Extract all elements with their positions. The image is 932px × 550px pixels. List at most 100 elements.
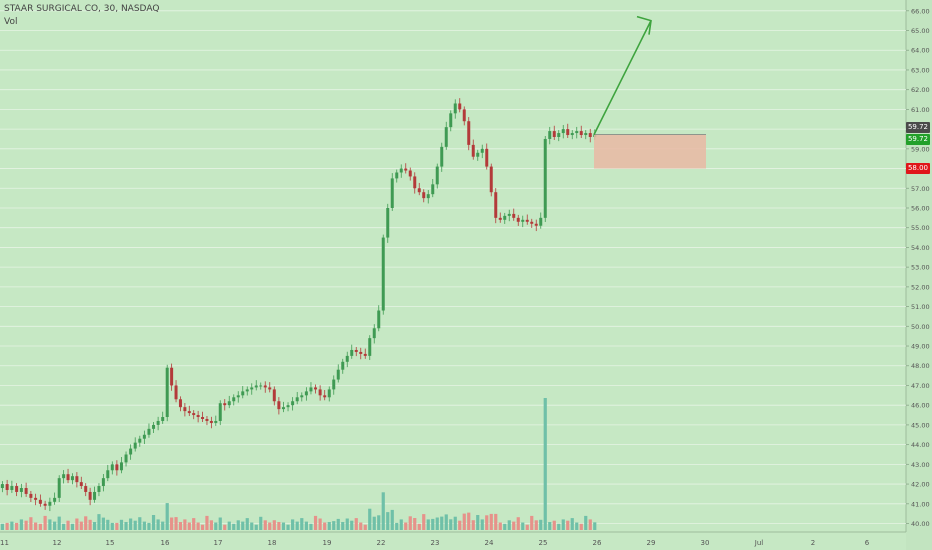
candle-body — [241, 391, 245, 396]
candle-body — [453, 103, 457, 114]
volume-bar — [521, 522, 525, 530]
volume-bar — [503, 523, 507, 530]
candle-body — [359, 351, 363, 354]
x-tick-label: 24 — [485, 539, 494, 547]
volume-bar — [129, 518, 133, 530]
risk-zone[interactable] — [594, 134, 706, 169]
candle-body — [363, 353, 367, 356]
candle-body — [462, 109, 466, 122]
volume-bar — [512, 521, 516, 530]
candle-body — [566, 129, 570, 136]
volume-bar — [254, 524, 258, 530]
volume-bar — [467, 512, 471, 530]
target-arrow-head — [636, 15, 652, 35]
volume-bar — [38, 523, 42, 530]
volume-bar — [178, 522, 183, 530]
candle-body — [417, 188, 421, 193]
y-tick-label: 63.00 — [911, 66, 930, 74]
x-tick-label: 29 — [647, 539, 656, 547]
volume-bar — [494, 513, 498, 530]
price-axis[interactable] — [906, 0, 932, 550]
candle-body — [512, 213, 516, 218]
candle-body — [336, 369, 340, 380]
candle-body — [53, 497, 57, 502]
candle-body — [272, 389, 276, 402]
x-tick-label: 6 — [865, 539, 870, 547]
volume-bar — [304, 521, 308, 530]
volume-bar — [192, 518, 196, 530]
candle-body — [498, 217, 502, 220]
candle-body — [386, 207, 390, 238]
volume-bar — [174, 517, 178, 530]
candle-body — [530, 221, 534, 224]
candle-body — [218, 403, 222, 421]
candle-body — [142, 434, 146, 439]
volume-bar — [97, 514, 101, 530]
volume-bar — [161, 521, 165, 530]
volume-bar — [368, 508, 372, 530]
candle-body — [129, 448, 133, 455]
volume-bar — [245, 518, 249, 530]
x-tick-label: 17 — [214, 539, 223, 547]
candle-body — [413, 176, 417, 189]
candle-body — [152, 424, 156, 429]
volume-bar — [449, 519, 453, 530]
target-arrow[interactable] — [593, 20, 652, 135]
volume-bar — [485, 515, 489, 530]
y-tick-label: 52.00 — [911, 283, 930, 291]
volume-bar — [200, 524, 205, 530]
candle-body — [79, 482, 83, 487]
candle-body — [557, 133, 561, 137]
candle-body — [449, 113, 453, 128]
candle-body — [106, 470, 110, 479]
x-tick-label: Jul — [754, 539, 764, 547]
candle-body — [332, 379, 336, 390]
volume-bar — [79, 521, 83, 530]
candle-body — [390, 178, 394, 208]
candle-body — [440, 146, 444, 167]
candle-body — [232, 397, 236, 402]
candle-body — [318, 389, 322, 396]
candle-body — [534, 223, 538, 226]
candle-body — [196, 415, 200, 418]
candle-body — [70, 476, 74, 481]
volume-bar — [272, 520, 276, 530]
volume-bar — [498, 522, 502, 530]
y-tick-label: 66.00 — [911, 7, 930, 15]
x-tick-label: 16 — [161, 539, 170, 547]
volume-bar — [124, 522, 128, 530]
candle-body — [507, 213, 511, 216]
candle-body — [161, 417, 165, 421]
volume-bar — [156, 519, 160, 530]
candle-body — [10, 486, 14, 490]
y-tick-label: 45.00 — [911, 421, 930, 429]
y-tick-label: 44.00 — [911, 441, 930, 449]
volume-bar — [345, 518, 349, 530]
candle-body — [503, 215, 507, 220]
volume-bar — [561, 519, 565, 530]
y-tick-label: 41.00 — [911, 500, 930, 508]
candle-body — [485, 148, 489, 167]
candle-body — [259, 385, 263, 387]
y-tick-label: 50.00 — [911, 323, 930, 331]
candle-body — [147, 428, 151, 435]
candle-body — [327, 389, 331, 398]
volume-bar — [281, 522, 286, 530]
volume-bar — [570, 518, 574, 530]
candle-body — [115, 464, 119, 471]
last-price-tag: 59.72 — [906, 134, 930, 146]
volume-bar — [332, 521, 336, 530]
volume-bar — [66, 520, 70, 530]
volume-bar — [471, 520, 475, 530]
candle-body — [435, 166, 439, 185]
candle-body — [525, 219, 529, 222]
volume-bar — [259, 516, 263, 530]
volume-bar — [593, 522, 597, 530]
volume-bar — [106, 519, 110, 530]
candle-body — [227, 401, 231, 406]
volume-bar — [250, 522, 254, 530]
volume-bar — [263, 520, 267, 530]
volume-bar — [232, 523, 236, 530]
